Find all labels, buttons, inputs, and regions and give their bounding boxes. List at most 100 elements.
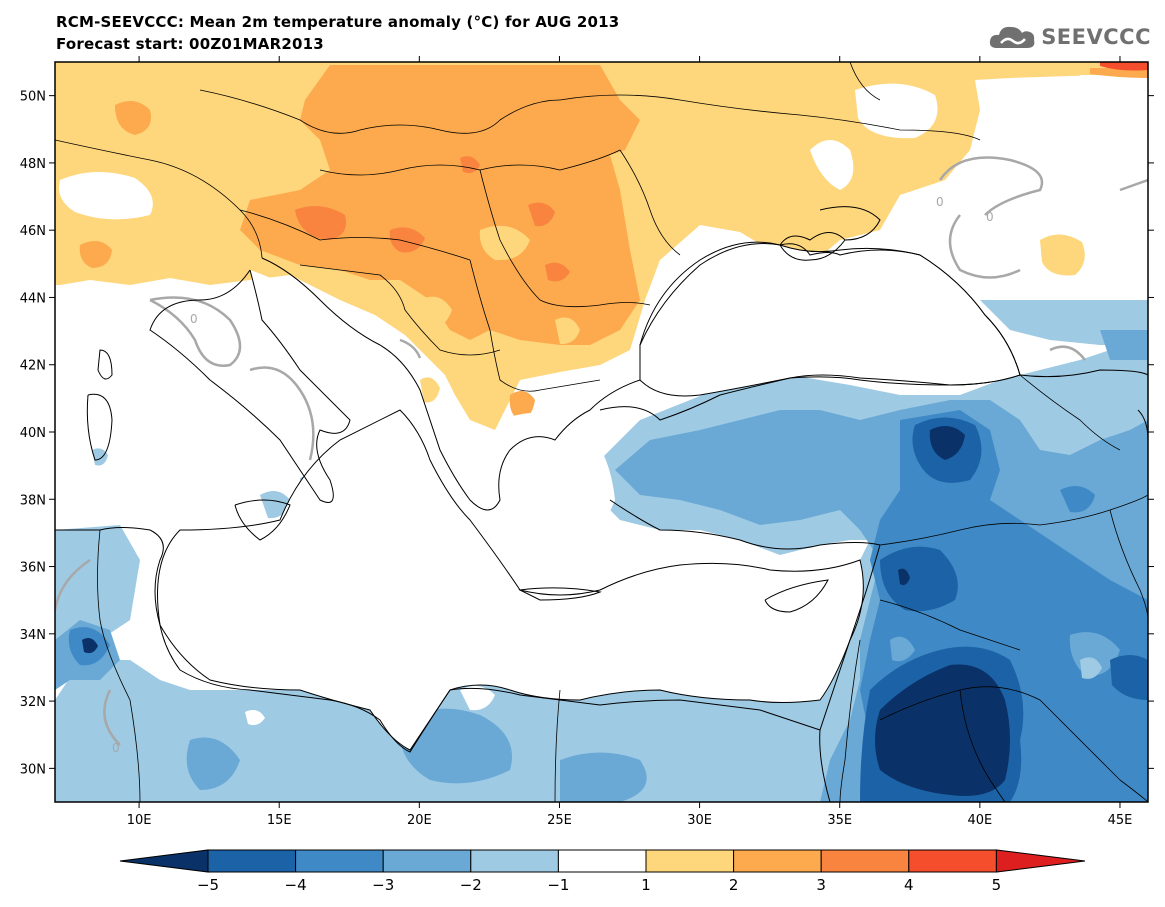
neutral-area	[460, 686, 495, 711]
country-border	[559, 94, 981, 141]
forecast-start-label: Forecast start: 00Z01MAR2013	[56, 35, 324, 53]
cool-anomaly-minus2to3	[560, 752, 647, 802]
colorbar: −5 −4 −3 −2 −1 1 2 3 4 5	[119, 849, 1086, 894]
lat-tick-label: 48N	[20, 157, 46, 172]
mediterranean-sea	[157, 409, 864, 751]
neutral-area	[245, 710, 265, 726]
sicily-coastline	[234, 499, 291, 541]
country-border	[879, 599, 1021, 651]
zero-contour	[103, 689, 121, 746]
lat-tick-label: 40N	[20, 426, 46, 441]
colorbar-label: 1	[641, 876, 651, 894]
coastlines	[55, 206, 1148, 802]
colorbar-low-cap	[119, 849, 209, 873]
country-border	[1109, 509, 1148, 621]
colorbar-segment	[470, 849, 559, 873]
country-border	[469, 259, 601, 392]
lon-tick-label: 45E	[1108, 813, 1133, 828]
lon-tick-label: 15E	[267, 813, 292, 828]
lat-tick-label: 44N	[20, 291, 46, 306]
zero-contour	[55, 558, 91, 611]
country-border	[619, 149, 681, 256]
country-border	[55, 139, 263, 259]
colorbar-segment	[820, 849, 910, 873]
colorbar-label: 3	[816, 876, 826, 894]
neutral-area	[1080, 75, 1148, 110]
longitude-axis: 10E 15E 20E 25E 30E 35E 40E 45E	[127, 56, 1133, 828]
contour-label: 0	[986, 210, 994, 224]
anomaly-fields: 0 0 0 0	[55, 62, 1148, 802]
colorbar-label: −1	[547, 876, 569, 894]
lat-tick-label: 34N	[20, 628, 46, 643]
cool-anomaly-minus2to3	[399, 708, 512, 784]
cool-anomaly-minus2to3	[1100, 330, 1148, 360]
cool-anomaly-minus1to2	[92, 448, 108, 466]
contour-label: 0	[190, 312, 198, 326]
warm-anomaly-1to2	[479, 225, 530, 261]
lat-tick-label: 46N	[20, 224, 46, 239]
colorbar-segment	[908, 849, 997, 873]
country-border	[839, 639, 861, 802]
map-title: RCM-SEEVCCC: Mean 2m temperature anomaly…	[56, 13, 620, 31]
country-border	[199, 89, 561, 134]
colorbar-segment	[382, 849, 472, 873]
corsica-coastline	[97, 349, 113, 380]
levant-coastline	[819, 544, 881, 802]
cool-anomaly-below-minus5	[929, 426, 965, 460]
warm-anomaly-2to3	[240, 65, 640, 345]
anatolia-coastline	[599, 369, 1148, 421]
lat-tick-label: 30N	[20, 762, 46, 777]
lon-tick-label: 25E	[547, 813, 572, 828]
warm-anomaly-2to3	[115, 101, 151, 135]
colorbar-label: 5	[992, 876, 1002, 894]
warm-anomaly-1to2	[1040, 234, 1085, 276]
country-border	[97, 529, 141, 802]
zero-contour	[399, 338, 422, 359]
warm-anomaly-4to5	[1100, 62, 1148, 71]
cool-anomaly-below-minus5	[898, 568, 910, 586]
country-border	[959, 689, 1006, 802]
country-border	[479, 169, 651, 308]
lat-tick-label: 50N	[20, 90, 46, 105]
contour-label: 0	[936, 195, 944, 209]
cool-anomaly-minus1to2	[260, 491, 290, 519]
cool-anomaly-below-minus5	[875, 664, 1010, 796]
latitude-axis: 30N 32N 34N 36N 38N 40N 42N 44N 46N 48N 50N	[20, 90, 1154, 777]
contour-label: 0	[112, 741, 120, 755]
cool-anomaly-minus3to4	[1060, 486, 1095, 513]
lat-tick-label: 36N	[20, 561, 46, 576]
colorbar-high-cap	[995, 849, 1086, 873]
africa-coastline	[55, 527, 821, 753]
cloud-icon	[990, 26, 1035, 48]
zero-contours	[55, 156, 1148, 746]
colorbar-segment	[557, 849, 647, 873]
seevccc-logo: SEEVCCC	[989, 22, 1151, 52]
colorbar-label: −2	[460, 876, 482, 894]
zero-contour	[249, 366, 315, 461]
colorbar-segment	[645, 849, 735, 873]
black-sea-north-coast	[639, 243, 1021, 376]
cyprus-coastline	[764, 579, 829, 613]
country-border	[299, 264, 501, 356]
country-border	[849, 62, 881, 101]
zero-contour	[948, 214, 1021, 279]
azov-coastline	[819, 206, 881, 241]
lon-tick-label: 40E	[967, 813, 992, 828]
lon-tick-label: 30E	[687, 813, 712, 828]
warm-anomaly-3to4	[528, 202, 555, 227]
country-border	[319, 149, 621, 176]
zero-contour	[149, 296, 242, 367]
cool-anomaly-below-minus5	[82, 638, 98, 654]
neutral-area	[810, 140, 854, 190]
country-border	[1019, 374, 1121, 451]
colorbar-segment	[207, 849, 297, 873]
cool-anomaly-minus4to5	[880, 546, 958, 612]
tyrrhenian-sea	[120, 326, 320, 480]
cool-anomaly-minus2to3	[186, 737, 240, 790]
cool-anomaly-minus4to5	[1110, 655, 1148, 700]
warm-anomaly-2to3	[1090, 68, 1148, 78]
warm-anomaly-2to3	[79, 241, 112, 268]
anatolia-south-coastline	[609, 499, 881, 550]
warm-anomaly-3to4	[545, 262, 570, 282]
warm-anomaly-1to2	[420, 296, 452, 329]
